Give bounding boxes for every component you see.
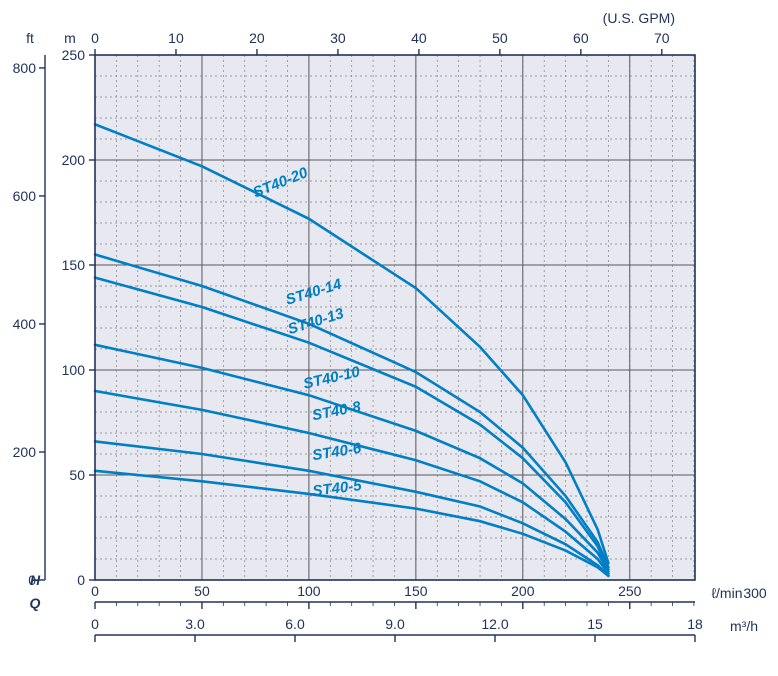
x-lmin-tick: 100	[297, 583, 321, 599]
y-unit-m: m	[64, 30, 76, 46]
x-lmin-tick: 0	[91, 583, 99, 599]
x-lmin-300: 300	[743, 585, 767, 601]
x-unit-m3h: m³/h	[730, 618, 758, 634]
x-lmin-tick: 200	[511, 583, 535, 599]
x-symbol-q: Q	[30, 595, 41, 611]
x-gpm-tick: 50	[492, 30, 508, 46]
x-m3h-tick: 12.0	[481, 616, 508, 632]
y-m-tick: 50	[69, 467, 85, 483]
y-m-tick: 0	[77, 572, 85, 588]
x-m3h-tick: 3.0	[185, 616, 205, 632]
y-m-tick: 150	[62, 257, 86, 273]
x-m3h-tick: 0	[91, 616, 99, 632]
x-m3h-tick: 6.0	[285, 616, 305, 632]
y-ft-tick: 0	[28, 572, 36, 588]
x-m3h-tick: 15	[587, 616, 603, 632]
x-lmin-tick: 250	[618, 583, 642, 599]
y-ft-tick: 600	[13, 188, 37, 204]
y-ft-tick: 200	[13, 444, 37, 460]
x-unit-lmin: ℓ/min	[712, 585, 743, 601]
x-gpm-tick: 30	[330, 30, 346, 46]
x-gpm-tick: 10	[168, 30, 184, 46]
x-gpm-tick: 60	[573, 30, 589, 46]
y-ft-tick: 800	[13, 60, 37, 76]
y-m-tick: 100	[62, 362, 86, 378]
y-unit-ft: ft	[26, 30, 34, 46]
y-ft-tick: 400	[13, 316, 37, 332]
x-gpm-tick: 70	[654, 30, 670, 46]
x-gpm-tick: 20	[249, 30, 265, 46]
x-m3h-tick: 18	[687, 616, 703, 632]
x-m3h-tick: 9.0	[385, 616, 405, 632]
y-m-tick: 200	[62, 152, 86, 168]
x-gpm-tick: 0	[91, 30, 99, 46]
plot-background	[95, 55, 695, 580]
pump-curve-chart: ST40-20ST40-14ST40-13ST40-10ST40-8ST40-6…	[0, 0, 778, 676]
x-gpm-tick: 40	[411, 30, 427, 46]
x-unit-gpm: (U.S. GPM)	[603, 10, 675, 26]
x-lmin-tick: 150	[404, 583, 428, 599]
y-m-tick: 250	[62, 47, 86, 63]
x-lmin-tick: 50	[194, 583, 210, 599]
